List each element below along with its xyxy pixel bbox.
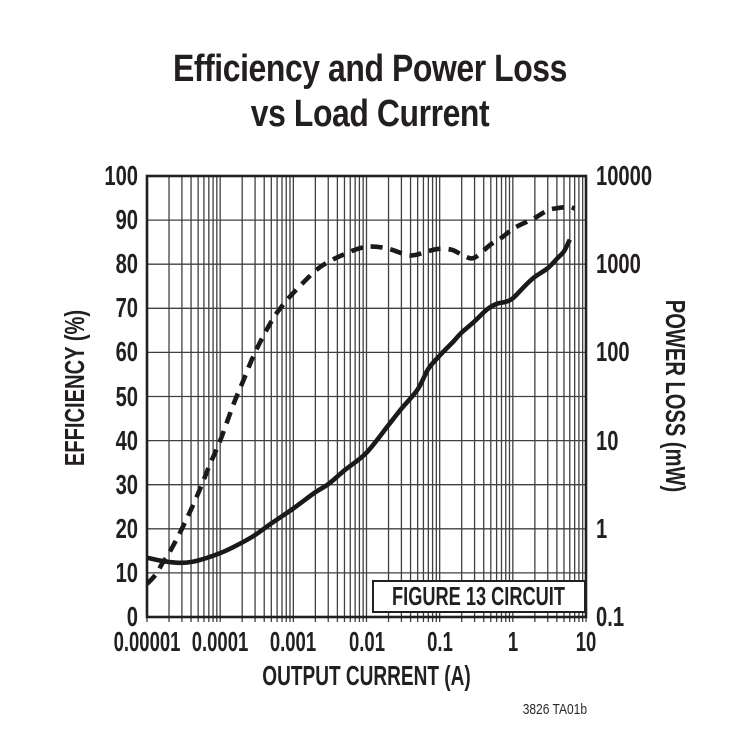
y-tick-right-10: 10 bbox=[596, 424, 619, 456]
x-tick-10: 10 bbox=[575, 626, 597, 657]
y-tick-left-100: 100 bbox=[104, 160, 138, 191]
x-tick-0.00001: 0.00001 bbox=[113, 626, 181, 657]
y-tick-left-20: 20 bbox=[115, 512, 138, 544]
figure-annotation-text: FIGURE 13 CIRCUIT bbox=[392, 581, 566, 611]
x-tick-0.01: 0.01 bbox=[348, 626, 385, 657]
x-axis-title: OUTPUT CURRENT (A) bbox=[262, 660, 471, 691]
y-tick-left-90: 90 bbox=[115, 204, 138, 236]
x-tick-1: 1 bbox=[507, 626, 518, 657]
x-tick-0.1: 0.1 bbox=[426, 626, 453, 657]
efficiency-curve bbox=[147, 204, 576, 586]
y-tick-left-40: 40 bbox=[115, 424, 138, 456]
x-tick-0.0001: 0.0001 bbox=[191, 626, 249, 657]
x-tick-0.001: 0.001 bbox=[270, 626, 317, 657]
y-tick-right-10000: 10000 bbox=[596, 160, 653, 191]
chart-title: Efficiency and Power Loss vs Load Curren… bbox=[59, 47, 681, 137]
y-tick-right-1: 1 bbox=[596, 512, 608, 544]
y-tick-right-0.1: 0.1 bbox=[596, 601, 625, 632]
right-axis-title: POWER LOSS (mW) bbox=[659, 300, 690, 492]
y-tick-left-80: 80 bbox=[115, 248, 138, 280]
footnote: 3826 TA01b bbox=[522, 701, 587, 718]
chart-title-line2: vs Load Current bbox=[250, 93, 490, 135]
power-loss-curve bbox=[147, 238, 572, 566]
y-tick-right-1000: 1000 bbox=[596, 248, 641, 280]
y-tick-left-70: 70 bbox=[115, 292, 138, 324]
chart-title-line1: Efficiency and Power Loss bbox=[173, 48, 567, 90]
y-tick-left-0: 0 bbox=[126, 601, 138, 632]
y-tick-left-50: 50 bbox=[115, 380, 138, 412]
plot-frame bbox=[145, 174, 588, 619]
y-tick-right-100: 100 bbox=[596, 336, 630, 368]
left-axis-title: EFFICIENCY (%) bbox=[60, 310, 91, 466]
y-tick-left-30: 30 bbox=[115, 468, 138, 500]
figure-annotation-box: FIGURE 13 CIRCUIT bbox=[372, 580, 586, 613]
y-tick-left-10: 10 bbox=[115, 556, 138, 588]
y-tick-left-60: 60 bbox=[115, 336, 138, 368]
